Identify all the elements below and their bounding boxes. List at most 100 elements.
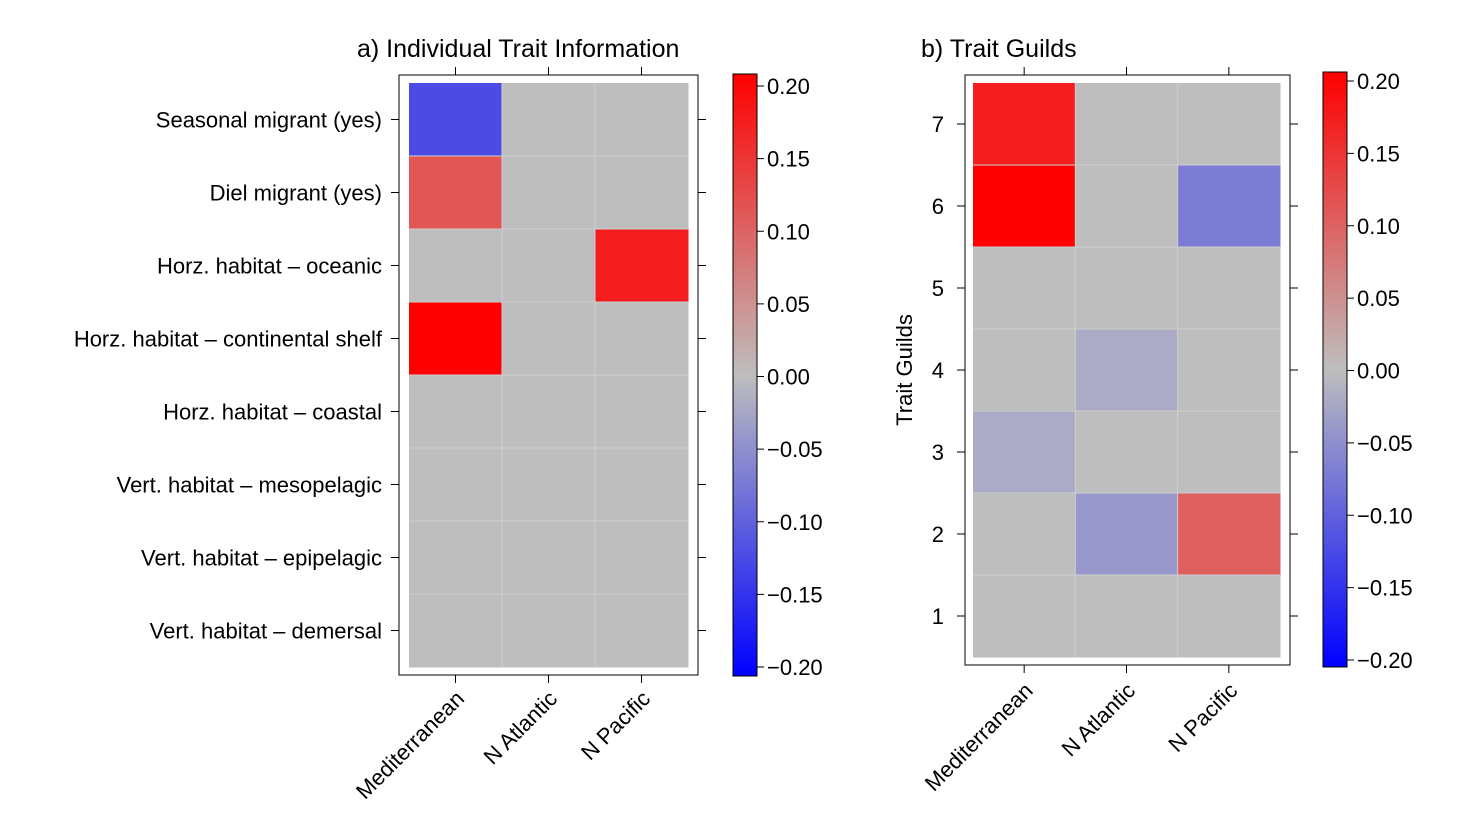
y-tick-label: 6: [932, 194, 944, 219]
heatmap-cell: [973, 165, 1076, 248]
heatmap-cell: [409, 302, 503, 376]
x-tick-label: Mediterranean: [351, 686, 469, 804]
heatmap-cell: [1177, 83, 1281, 166]
panel-b-cells: [973, 83, 1281, 658]
colorbar-tick-label: −0.10: [767, 510, 823, 535]
heatmap-cell: [409, 375, 503, 449]
heatmap-cell: [1075, 165, 1179, 248]
colorbar-tick-label: 0.15: [1357, 141, 1400, 166]
colorbar-tick-label: −0.15: [767, 582, 823, 607]
colorbar-tick-label: −0.05: [767, 437, 823, 462]
heatmap-cell: [1075, 411, 1179, 494]
heatmap-cell: [595, 448, 689, 522]
y-tick-label: Horz. habitat – coastal: [163, 400, 382, 425]
heatmap-cell: [409, 521, 503, 595]
colorbar-gradient: [1322, 71, 1348, 668]
heatmap-cell: [1075, 493, 1179, 576]
panel-b-y-axis-label: Trait Guilds: [892, 314, 917, 426]
heatmap-cell: [973, 329, 1076, 412]
heatmap-cell: [502, 448, 596, 522]
colorbar-tick-label: 0.05: [767, 292, 810, 317]
y-tick-label: Vert. habitat – mesopelagic: [117, 473, 382, 498]
panel-b-title: b) Trait Guilds: [921, 35, 1077, 63]
panel-a: a) Individual Trait Information Seasonal…: [74, 35, 823, 804]
heatmap-cell: [502, 375, 596, 449]
heatmap-cell: [409, 156, 503, 230]
panel-a-x-tick-labels: Mediterranean N Atlantic N Pacific: [351, 686, 655, 804]
heatmap-cell: [1177, 329, 1281, 412]
heatmap-cell: [502, 229, 596, 303]
x-tick-label: N Atlantic: [1057, 678, 1140, 761]
y-tick-label: 4: [932, 358, 944, 383]
y-tick-label: Horz. habitat – continental shelf: [74, 327, 383, 352]
heatmap-cell: [409, 229, 503, 303]
heatmap-cell: [502, 156, 596, 230]
x-tick-label: N Atlantic: [479, 686, 562, 769]
heatmap-cell: [1075, 247, 1179, 330]
heatmap-cell: [1177, 165, 1281, 248]
colorbar-tick-label: −0.10: [1357, 503, 1413, 528]
heatmap-cell: [973, 575, 1076, 658]
heatmap-cell: [502, 521, 596, 595]
colorbar-tick-label: −0.20: [767, 655, 823, 680]
colorbar-tick-label: −0.20: [1357, 648, 1413, 673]
y-tick-label: Vert. habitat – demersal: [150, 619, 382, 644]
colorbar-tick-label: −0.05: [1357, 431, 1413, 456]
heatmap-cell: [595, 521, 689, 595]
heatmap-cell: [1075, 575, 1179, 658]
colorbar-tick-label: 0.00: [1357, 359, 1400, 384]
y-tick-label: 2: [932, 522, 944, 547]
heatmap-cell: [973, 411, 1076, 494]
heatmap-cell: [973, 493, 1076, 576]
heatmap-cell: [595, 156, 689, 230]
x-tick-label: N Pacific: [1163, 678, 1242, 757]
panel-a-y-tick-labels: Seasonal migrant (yes) Diel migrant (yes)…: [74, 108, 383, 644]
panel-a-ticks: [391, 67, 706, 683]
heatmap-cell: [502, 302, 596, 376]
heatmap-cell: [1075, 83, 1179, 166]
y-tick-label: 5: [932, 276, 944, 301]
heatmap-cell: [502, 83, 596, 157]
heatmap-cell: [595, 229, 689, 303]
colorbar-tick-label: 0.00: [767, 365, 810, 390]
heatmap-cell: [409, 448, 503, 522]
heatmap-cell: [409, 83, 503, 157]
heatmap-cell: [1075, 329, 1179, 412]
heatmap-cell: [502, 594, 596, 668]
heatmap-cell: [595, 594, 689, 668]
y-tick-label: Diel migrant (yes): [210, 181, 382, 206]
panel-a-title: a) Individual Trait Information: [357, 35, 679, 63]
colorbar-tick-label: 0.05: [1357, 286, 1400, 311]
colorbar-tick-label: 0.20: [1357, 69, 1400, 94]
panel-a-cells: [409, 83, 689, 668]
y-tick-label: Vert. habitat – epipelagic: [141, 546, 382, 571]
heatmap-cell: [595, 302, 689, 376]
panel-b-ticks: [957, 67, 1298, 673]
panel-b-y-tick-labels: 7 6 5 4 3 2 1: [932, 112, 944, 629]
y-tick-label: 7: [932, 112, 944, 137]
y-tick-label: Horz. habitat – oceanic: [157, 254, 382, 279]
heatmap-cell: [1177, 247, 1281, 330]
heatmap-cell: [1177, 493, 1281, 576]
y-tick-label: 3: [932, 440, 944, 465]
heatmap-cell: [1177, 411, 1281, 494]
colorbar-tick-label: −0.15: [1357, 576, 1413, 601]
colorbar-tick-label: 0.20: [767, 74, 810, 99]
panel-b-colorbar: 0.20 0.15 0.10 0.05 0.00 −0.05 −0.10 −0.15 −0.20: [1322, 69, 1413, 673]
x-tick-label: Mediterranean: [920, 678, 1038, 796]
panel-b: b) Trait Guilds Trait Guilds 7 6 5 4 3 2 1 Med…: [892, 35, 1413, 796]
heatmap-cell: [973, 247, 1076, 330]
heatmap-cell: [409, 594, 503, 668]
y-tick-label: Seasonal migrant (yes): [156, 108, 382, 133]
heatmap-cell: [1177, 575, 1281, 658]
colorbar-tick-label: 0.10: [1357, 214, 1400, 239]
panel-b-x-tick-labels: Mediterranean N Atlantic N Pacific: [920, 678, 1243, 796]
heatmap-cell: [973, 83, 1076, 166]
heatmap-cell: [595, 83, 689, 157]
panel-a-colorbar: 0.20 0.15 0.10 0.05 0.00 −0.05 −0.10 −0.15 −0.20: [732, 73, 823, 680]
colorbar-gradient: [732, 73, 758, 677]
colorbar-tick-label: 0.10: [767, 219, 810, 244]
y-tick-label: 1: [932, 604, 944, 629]
colorbar-tick-label: 0.15: [767, 147, 810, 172]
